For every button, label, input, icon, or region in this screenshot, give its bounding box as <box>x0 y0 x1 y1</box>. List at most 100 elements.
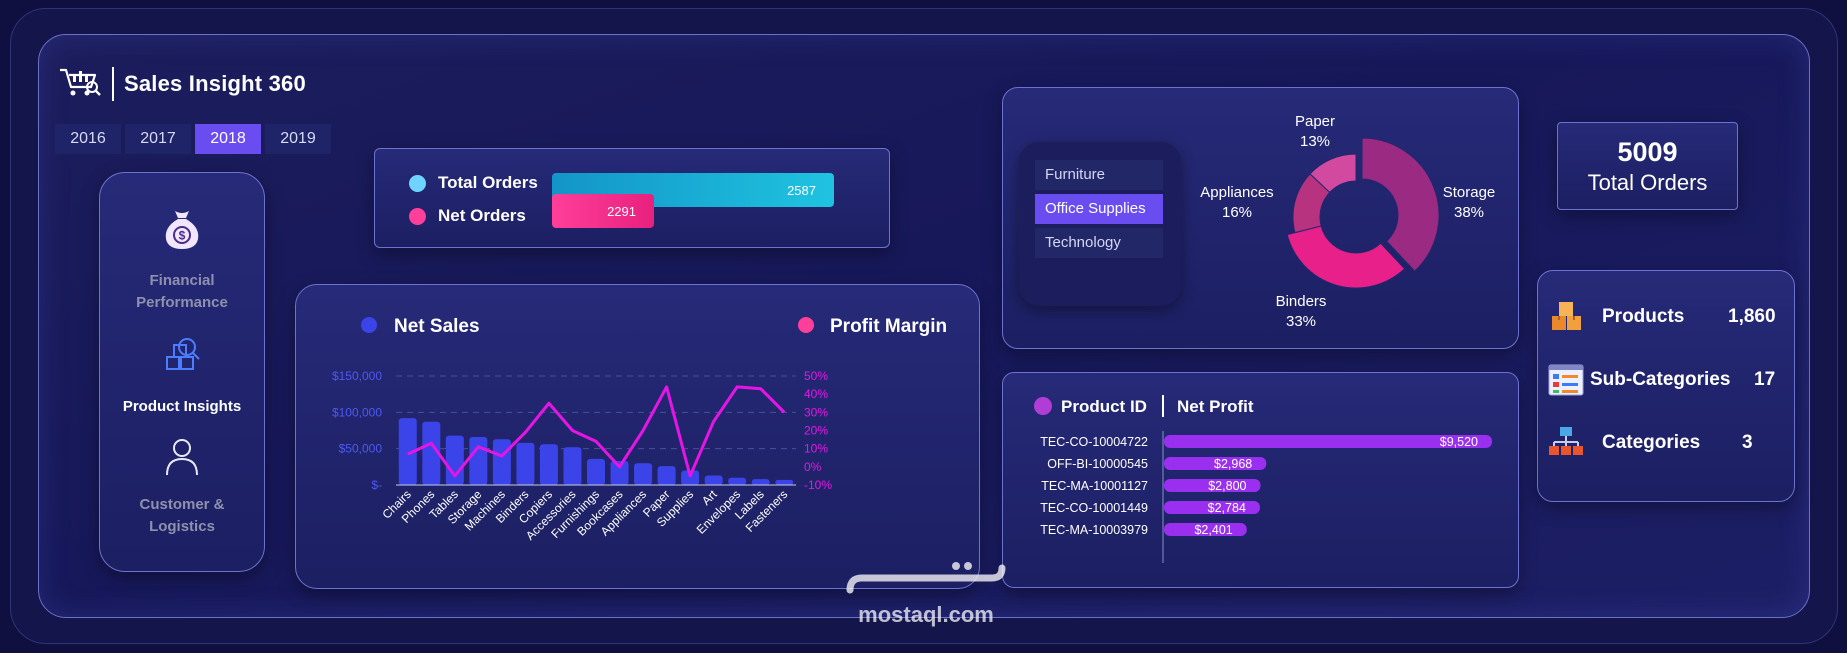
year-button-2019[interactable]: 2019 <box>265 124 331 154</box>
grid-list-icon <box>1548 364 1584 396</box>
app-title: Sales Insight 360 <box>124 71 306 96</box>
year-button-2018[interactable]: 2018 <box>195 124 261 154</box>
net-sales-bar <box>634 463 653 485</box>
year-slicer: 2016 2017 2018 2019 <box>55 124 331 154</box>
net-sales-legend-label: Net Sales <box>394 316 480 337</box>
y-left-tick-label: $100,000 <box>332 405 382 419</box>
product-id-label: TEC-CO-10001449 <box>1040 501 1148 515</box>
kpi-subcategories: Sub-Categories 17 <box>1548 360 1784 400</box>
donut-slice-paper[interactable] <box>1309 153 1357 194</box>
y-right-tick-label: -10% <box>804 478 832 492</box>
total-orders-number: 5009 <box>1617 137 1678 167</box>
net-orders-value: 2291 <box>607 203 636 219</box>
category-donut-panel: Furniture Office Supplies Technology Pap… <box>1002 87 1519 349</box>
kpi-subcategories-value: 17 <box>1754 369 1776 390</box>
orders-panel: Total Orders Net Orders 2587 2291 <box>374 148 890 248</box>
y-right-tick-label: 40% <box>804 387 828 401</box>
net-profit-bar <box>1164 457 1267 470</box>
net-sales-legend-dot <box>361 317 377 333</box>
total-orders-caption: Total Orders <box>1587 170 1708 195</box>
net-sales-bar <box>751 479 770 485</box>
total-orders-card: 5009 Total Orders <box>1557 122 1738 210</box>
net-profit-bar <box>1164 435 1492 448</box>
kpi-products-label: Products <box>1602 306 1685 327</box>
net-profit-bar <box>1164 501 1260 514</box>
net-profit-value: $9,520 <box>1440 435 1478 449</box>
net-orders-label: Net Orders <box>438 206 526 225</box>
y-right-tick-label: 0% <box>804 460 822 474</box>
net-sales-bar <box>657 466 676 485</box>
page-navigation: $ Financial Performance Product Insights… <box>99 172 265 572</box>
mostaql-logo: mostaql.com <box>846 562 1006 627</box>
profit-margin-line <box>407 385 786 478</box>
y-left-tick-label: $- <box>371 478 382 492</box>
net-sales-bar <box>704 475 723 485</box>
net-profit-bar <box>1164 479 1261 492</box>
donut-slice-storage[interactable] <box>1361 137 1440 272</box>
mostaql-watermark: mostaql.com <box>836 556 1016 641</box>
boxes-icon <box>1552 302 1581 330</box>
total-orders-legend: Total Orders <box>409 173 538 193</box>
y-right-tick-label: 10% <box>804 442 828 456</box>
kpi-categories-label: Categories <box>1602 432 1701 453</box>
net-profit-bar <box>1164 523 1247 536</box>
net-orders-dot <box>409 207 426 225</box>
user-icon <box>166 439 198 476</box>
product-id-header: Product ID <box>1061 397 1147 416</box>
svg-text:mostaql.com: mostaql.com <box>858 602 994 627</box>
year-button-2016[interactable]: 2016 <box>55 124 121 154</box>
product-id-label: TEC-MA-10003979 <box>1040 523 1148 537</box>
kpi-subcategories-label: Sub-Categories <box>1590 369 1731 390</box>
profit-margin-legend-label: Profit Margin <box>830 316 947 337</box>
y-left-tick-label: $50,000 <box>339 442 383 456</box>
nav-customer-label: Customer & Logistics <box>139 496 225 535</box>
y-right-tick-label: 20% <box>804 424 828 438</box>
donut-label-paper: Paper 13% <box>1294 113 1336 150</box>
donut-label-storage: Storage 38% <box>1442 184 1496 221</box>
net-sales-bar <box>469 437 488 485</box>
net-profit-header: Net Profit <box>1177 397 1254 416</box>
net-sales-profit-chart: Net Sales Profit Margin $- $50,000 $100,00… <box>332 316 947 543</box>
net-sales-bar <box>539 444 558 485</box>
kpi-products-value: 1,860 <box>1728 306 1776 327</box>
net-sales-bar <box>681 470 700 485</box>
net-sales-bar <box>563 447 582 485</box>
y-right-tick-label: 50% <box>804 369 828 383</box>
profit-margin-legend-dot <box>798 317 814 333</box>
product-id-label: TEC-MA-10001127 <box>1041 479 1148 493</box>
net-profit-value: $2,968 <box>1214 457 1252 471</box>
hierarchy-icon <box>1549 427 1583 455</box>
nav-customer-logistics[interactable]: Customer & Logistics <box>100 435 264 538</box>
cart-analytics-icon <box>58 66 102 103</box>
kpi-products: Products 1,860 <box>1548 297 1784 337</box>
net-orders-legend: Net Orders <box>409 206 526 226</box>
net-sales-bar <box>610 461 629 485</box>
y-right-tick-label: 30% <box>804 405 828 419</box>
category-slicer: Furniture Office Supplies Technology <box>1019 142 1181 306</box>
net-sales-bar <box>587 458 605 485</box>
kpi-panel: Products 1,860 Sub-Categories 17 Categor… <box>1537 270 1795 502</box>
money-bag-icon: $ <box>165 211 199 249</box>
nav-financial-performance[interactable]: $ Financial Performance <box>100 207 264 314</box>
net-profit-value: $2,784 <box>1208 501 1246 515</box>
product-boxes-icon <box>166 338 200 370</box>
net-sales-bar <box>422 421 441 485</box>
product-id-label: TEC-CO-10004722 <box>1040 435 1148 449</box>
total-orders-label: Total Orders <box>438 173 538 192</box>
net-sales-bar <box>492 439 511 485</box>
category-furniture[interactable]: Furniture <box>1035 160 1163 190</box>
net-sales-profit-chart-panel: Net Sales Profit Margin $- $50,000 $100,00… <box>295 284 980 589</box>
category-office-supplies[interactable]: Office Supplies <box>1035 194 1163 224</box>
total-orders-dot <box>409 174 426 192</box>
top-products-profit-chart: Product ID Net Profit TEC-CO-10004722 $9,… <box>1034 395 1492 563</box>
donut-slice-binders[interactable] <box>1286 225 1406 289</box>
top-products-panel: Product ID Net Profit TEC-CO-10004722 $9,… <box>1002 372 1519 588</box>
category-technology[interactable]: Technology <box>1035 228 1163 258</box>
kpi-categories: Categories 3 <box>1548 423 1784 463</box>
net-profit-value: $2,800 <box>1208 479 1246 493</box>
nav-product-insights[interactable]: Product Insights <box>100 333 264 418</box>
product-id-label: OFF-BI-10000545 <box>1047 457 1148 471</box>
total-orders-value: 2587 <box>787 182 816 198</box>
nav-financial-label: Financial Performance <box>136 272 228 311</box>
year-button-2017[interactable]: 2017 <box>125 124 191 154</box>
